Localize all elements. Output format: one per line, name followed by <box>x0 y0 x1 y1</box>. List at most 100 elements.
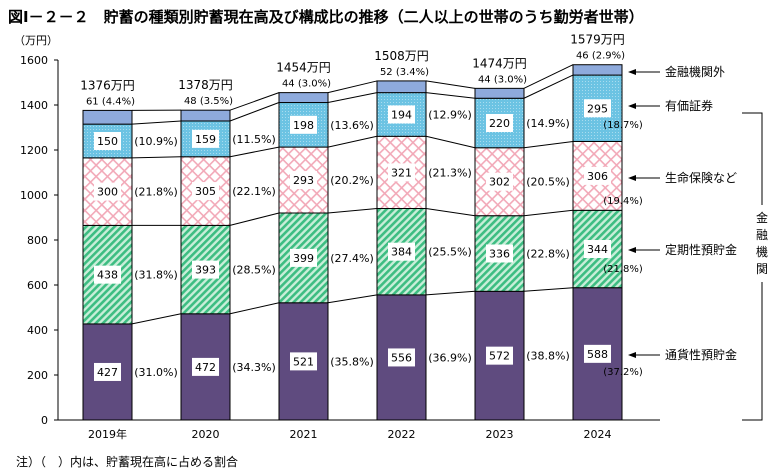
connector-line <box>425 290 476 296</box>
outside-value-label: 61 (4.4%) <box>86 96 135 107</box>
value-label-box <box>192 260 219 279</box>
percent-label: (21.8%) <box>134 186 178 199</box>
value-label-box <box>486 114 513 132</box>
legend-label: 金融機関外 <box>665 64 725 79</box>
total-label: 1378万円 <box>178 78 233 92</box>
percent-label: (13.6%) <box>330 119 374 132</box>
connector-line <box>425 208 476 217</box>
value-label-box <box>486 346 513 365</box>
bar-segment-4 <box>376 80 427 94</box>
value-label-box <box>94 265 121 284</box>
value-label: 572 <box>489 350 510 363</box>
value-label: 521 <box>293 355 314 368</box>
outside-value-label: 52 (3.4%) <box>380 67 429 78</box>
x-tick-label: 2021 <box>290 428 318 441</box>
value-label: 588 <box>587 348 608 361</box>
connector-line <box>229 212 280 226</box>
y-tick-label: 400 <box>27 324 48 337</box>
value-label: 344 <box>587 243 608 256</box>
value-label-box <box>192 182 219 201</box>
percent-label: (38.8%) <box>526 350 570 363</box>
legend-label: 定期性預貯金 <box>665 242 737 257</box>
bar-segment-4 <box>572 64 623 76</box>
value-label: 302 <box>489 176 510 189</box>
y-tick-label: 0 <box>41 414 48 427</box>
connector-line <box>229 146 280 158</box>
value-label-box <box>290 248 317 267</box>
percent-label: (27.4%) <box>330 252 374 265</box>
x-tick-label: 2023 <box>486 428 514 441</box>
value-label: 159 <box>195 133 216 146</box>
percent-label: (20.5%) <box>526 176 570 189</box>
value-label: 399 <box>293 252 314 265</box>
percent-label: (22.8%) <box>526 248 570 261</box>
connector-line <box>131 313 182 325</box>
value-label: 472 <box>195 361 216 374</box>
y-tick-label: 800 <box>27 234 48 247</box>
connector-line <box>425 92 476 99</box>
value-label: 300 <box>97 186 118 199</box>
value-label: 198 <box>293 119 314 132</box>
connector-line <box>229 102 280 122</box>
value-label-box <box>388 163 415 182</box>
connector-line <box>523 64 574 89</box>
percent-label: (10.9%) <box>134 135 178 148</box>
percent-label: (20.2%) <box>330 174 374 187</box>
connector-line <box>523 74 574 99</box>
group-label-char: 関 <box>756 262 768 276</box>
total-label: 1508万円 <box>374 49 429 63</box>
legend-label: 通貨性預貯金 <box>665 347 737 362</box>
connector-line <box>327 92 378 104</box>
value-label-box <box>290 115 317 134</box>
value-label: 336 <box>489 248 510 261</box>
value-label: 305 <box>195 185 216 198</box>
value-label-box <box>584 240 611 258</box>
connector-line <box>131 120 182 125</box>
value-label-box <box>584 99 611 118</box>
arrow-left-icon <box>628 69 636 75</box>
connector-line <box>229 92 280 111</box>
value-label-box <box>486 172 513 191</box>
footnote: 注）（ ）内は、貯蓄現在高に占める割合 <box>16 454 238 469</box>
percent-label: (31.0%) <box>134 366 178 379</box>
legend-label: 生命保険など <box>665 170 737 185</box>
group-label-char: 金 <box>756 210 768 225</box>
x-tick-label: 2022 <box>388 428 416 441</box>
arrow-left-icon <box>628 175 636 181</box>
percent-label: (12.9%) <box>428 108 472 121</box>
group-label-char: 融 <box>756 228 768 242</box>
value-label-box <box>290 171 317 190</box>
x-tick-label: 2019年 <box>88 427 127 441</box>
percent-label: (11.5%) <box>232 133 276 146</box>
x-tick-label: 2020 <box>192 428 220 441</box>
outside-value-label: 44 (3.0%) <box>282 79 331 90</box>
connector-line <box>229 302 280 315</box>
connector-line <box>327 294 378 304</box>
group-label-char: 機 <box>756 244 768 259</box>
value-label-box <box>290 352 317 371</box>
y-tick-label: 200 <box>27 369 48 382</box>
percent-label: (37.2%) <box>603 367 643 378</box>
y-tick-label: 1600 <box>20 54 48 67</box>
outside-value-label: 48 (3.5%) <box>184 96 233 107</box>
connector-line <box>327 135 378 148</box>
value-label: 150 <box>97 135 118 148</box>
chart-title: 図Ⅰ－２－２ 貯蓄の種類別貯蓄現在高及び構成比の推移（二人以上の世帯のうち勤労者… <box>8 8 644 26</box>
value-label-box <box>94 182 121 201</box>
connector-line <box>327 80 378 94</box>
value-label-box <box>388 348 415 367</box>
percent-label: (31.8%) <box>134 269 178 282</box>
connector-line <box>523 209 574 217</box>
connector-line <box>523 287 574 292</box>
bar-segment-0 <box>376 294 427 421</box>
value-label: 295 <box>587 102 608 115</box>
bar-segment-1 <box>278 212 329 304</box>
outside-value-label: 44 (3.0%) <box>478 74 527 85</box>
percent-label: (14.9%) <box>526 117 570 130</box>
bar-segment-4 <box>278 92 329 104</box>
value-label: 393 <box>195 264 216 277</box>
value-label-box <box>584 344 611 363</box>
bar-segment-4 <box>474 87 525 99</box>
total-label: 1579万円 <box>570 33 625 47</box>
